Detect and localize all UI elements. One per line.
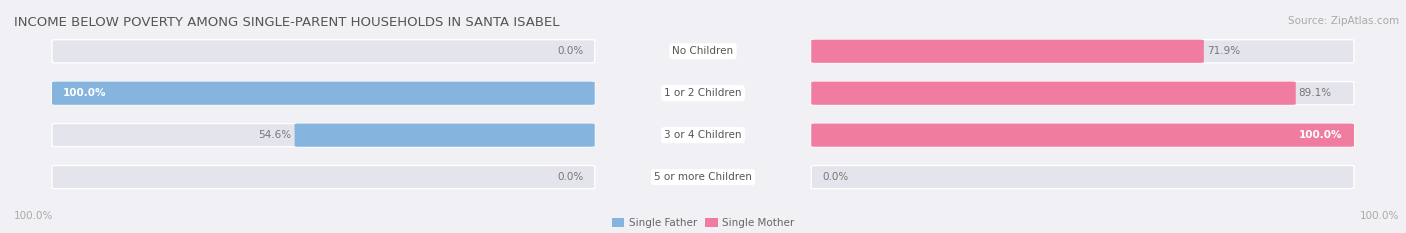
FancyBboxPatch shape	[52, 165, 595, 189]
Legend: Single Father, Single Mother: Single Father, Single Mother	[612, 218, 794, 228]
FancyBboxPatch shape	[295, 123, 595, 147]
Text: 0.0%: 0.0%	[557, 46, 583, 56]
FancyBboxPatch shape	[52, 40, 595, 63]
Text: No Children: No Children	[672, 46, 734, 56]
FancyBboxPatch shape	[811, 165, 1354, 189]
FancyBboxPatch shape	[811, 40, 1354, 63]
Text: 0.0%: 0.0%	[557, 172, 583, 182]
FancyBboxPatch shape	[811, 123, 1354, 147]
FancyBboxPatch shape	[52, 123, 595, 147]
Text: 100.0%: 100.0%	[1299, 130, 1343, 140]
FancyBboxPatch shape	[52, 82, 595, 105]
Text: 54.6%: 54.6%	[259, 130, 292, 140]
Text: 3 or 4 Children: 3 or 4 Children	[664, 130, 742, 140]
Text: 1 or 2 Children: 1 or 2 Children	[664, 88, 742, 98]
FancyBboxPatch shape	[52, 82, 595, 105]
Text: 100.0%: 100.0%	[14, 211, 53, 221]
FancyBboxPatch shape	[811, 123, 1354, 147]
Text: INCOME BELOW POVERTY AMONG SINGLE-PARENT HOUSEHOLDS IN SANTA ISABEL: INCOME BELOW POVERTY AMONG SINGLE-PARENT…	[14, 16, 560, 29]
FancyBboxPatch shape	[811, 82, 1354, 105]
Text: 100.0%: 100.0%	[63, 88, 107, 98]
Text: 100.0%: 100.0%	[1360, 211, 1399, 221]
FancyBboxPatch shape	[811, 82, 1296, 105]
FancyBboxPatch shape	[811, 40, 1204, 63]
Text: Source: ZipAtlas.com: Source: ZipAtlas.com	[1288, 16, 1399, 26]
Text: 71.9%: 71.9%	[1206, 46, 1240, 56]
Text: 89.1%: 89.1%	[1299, 88, 1331, 98]
Text: 0.0%: 0.0%	[823, 172, 849, 182]
Text: 5 or more Children: 5 or more Children	[654, 172, 752, 182]
